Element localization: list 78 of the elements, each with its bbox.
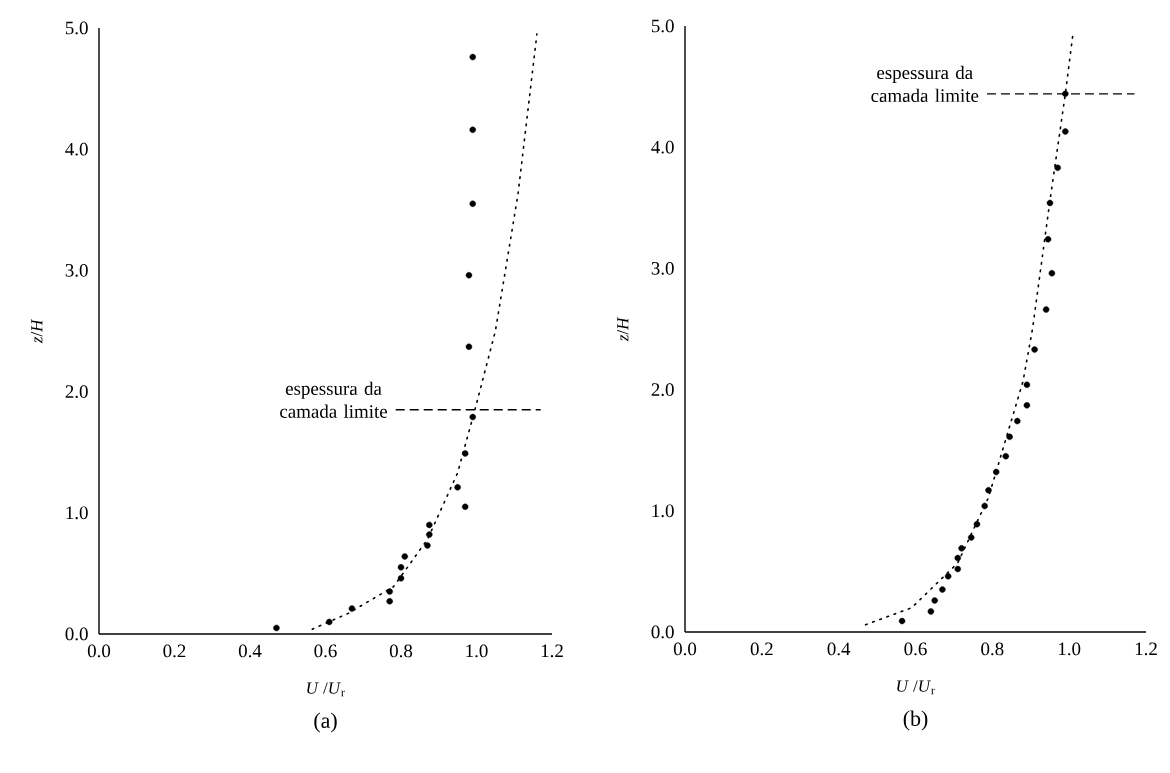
point [465, 272, 473, 279]
point [386, 598, 393, 605]
point [931, 597, 938, 604]
point [968, 534, 975, 541]
x-tick-label: 0.6 [904, 642, 927, 656]
x-tick-label: 1.0 [1059, 642, 1081, 656]
text: (a) [314, 712, 337, 733]
point [397, 564, 405, 571]
point [465, 343, 473, 350]
x-tick-label: 0.6 [314, 644, 337, 658]
x-axis-title: U /U$_{r}$ [897, 680, 935, 695]
y-tick-label: 5.0 [651, 19, 674, 33]
point [1054, 164, 1061, 171]
x-tick-label: 1.2 [541, 644, 563, 658]
text: (b) [903, 710, 928, 731]
y-tick-label: 2.0 [65, 385, 88, 399]
point [273, 624, 280, 632]
point [939, 586, 946, 593]
point [1002, 453, 1009, 460]
x-tick-label: 0.4 [827, 642, 851, 656]
point [461, 450, 469, 457]
x-tick-label: 0.2 [163, 644, 186, 658]
x-axis-title: U /U$_{r}$ [307, 682, 345, 697]
point [426, 521, 433, 529]
y-tick-label: 3.0 [65, 263, 88, 277]
point [426, 531, 433, 538]
y-tick-label: 0.0 [651, 625, 674, 639]
point [954, 565, 961, 573]
point [1042, 306, 1050, 313]
point [1062, 128, 1069, 135]
x-tick-label: 0.4 [238, 644, 262, 658]
y-tick-label: 5.0 [65, 21, 88, 35]
y-tick-label: 4.0 [65, 142, 88, 156]
point [469, 53, 476, 61]
point [1048, 270, 1056, 277]
point [469, 126, 476, 133]
point [1006, 433, 1013, 441]
point [1023, 402, 1031, 409]
point [1046, 199, 1054, 207]
y-tick-label: 3.0 [651, 261, 674, 275]
point [1044, 236, 1052, 243]
point [386, 588, 393, 595]
point [424, 542, 431, 549]
point [461, 503, 469, 510]
point [981, 502, 988, 510]
x-tick-label: 0.0 [673, 642, 697, 656]
point [401, 553, 408, 560]
point [1023, 381, 1031, 388]
y-tick-label: 4.0 [651, 140, 674, 154]
ref-line-label: espessura da camada limite [871, 65, 979, 102]
point [973, 520, 981, 528]
y-tick-label: 2.0 [651, 383, 674, 397]
point [469, 413, 476, 421]
x-tick-label: 1.2 [1135, 642, 1157, 656]
point [992, 468, 1000, 476]
point [927, 608, 935, 615]
y-tick-label: 1.0 [66, 506, 88, 520]
x-tick-label: 0.8 [981, 642, 1004, 656]
point [1014, 417, 1021, 425]
y-tick-label: 1.0 [652, 504, 674, 518]
y-tick-label: 0.0 [65, 627, 88, 641]
x-tick-label: 0.0 [87, 644, 111, 658]
point [958, 545, 965, 552]
point [898, 617, 906, 625]
x-tick-label: 1.0 [466, 644, 488, 658]
point [944, 573, 952, 580]
x-tick-label: 0.8 [389, 644, 413, 658]
point [954, 554, 961, 562]
point [985, 487, 992, 494]
point [454, 484, 461, 491]
point [348, 605, 356, 612]
point [1062, 90, 1069, 98]
point [1031, 346, 1038, 353]
ref-line-label: espessura da camada limite [280, 381, 388, 418]
point [326, 618, 333, 626]
x-tick-label: 0.2 [750, 642, 773, 656]
point [469, 200, 476, 207]
point [397, 575, 405, 582]
